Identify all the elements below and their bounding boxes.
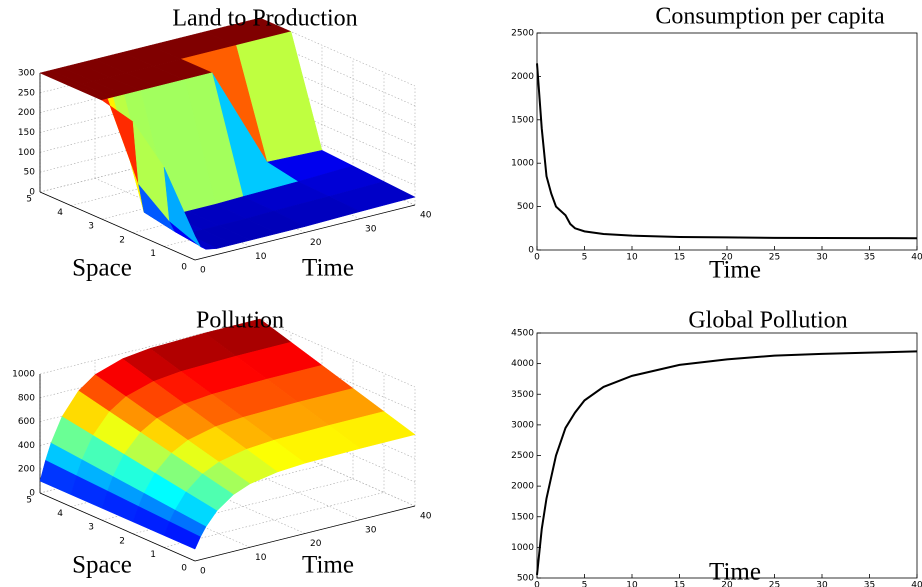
- y-tick-label: 30: [365, 525, 377, 535]
- x-tick-label: 5: [582, 253, 588, 263]
- z-tick-label: 200: [18, 108, 35, 118]
- y-tick-label: 0: [528, 246, 534, 256]
- y-tick-label: 3500: [511, 390, 534, 400]
- x-tick-label: 3: [88, 523, 94, 533]
- x-tick-label: 25: [769, 253, 780, 263]
- z-tick-label: 800: [18, 393, 35, 403]
- y-tick-label: 1000: [511, 159, 534, 169]
- axis-line: [39, 492, 196, 562]
- surface-patch: [163, 166, 201, 247]
- x-axis-label: Time: [709, 559, 761, 586]
- z-tick-label: 300: [18, 69, 35, 79]
- z-tick-label: 0: [29, 489, 35, 499]
- x-tick-label: 10: [626, 581, 638, 587]
- x-tick-label: 4: [57, 509, 63, 519]
- plot-frame: [536, 32, 918, 251]
- axis-line: [194, 204, 416, 261]
- z-tick-label: 1000: [12, 370, 35, 380]
- z-tick-label: 50: [24, 168, 36, 178]
- z-tick-label: 250: [18, 88, 35, 98]
- y-tick-label: 2500: [511, 29, 534, 39]
- grid-line: [39, 318, 261, 375]
- x-tick-label: 0: [534, 253, 540, 263]
- data-line: [536, 63, 918, 240]
- surface-patch: [163, 521, 201, 550]
- x-tick-label: 5: [582, 581, 588, 587]
- y-tick-label: 2000: [511, 72, 534, 82]
- x-tick-label: 20: [721, 581, 733, 587]
- y-axis-label: Time: [302, 552, 354, 579]
- chart-title: Consumption per capita: [655, 4, 885, 30]
- x-tick-label: 5: [26, 195, 32, 205]
- y-tick-label: 10: [255, 252, 267, 262]
- z-tick-label: 400: [18, 441, 35, 451]
- x-tick-label: 30: [816, 581, 828, 587]
- y-tick-label: 4000: [511, 359, 534, 369]
- x-tick-label: 40: [911, 253, 922, 263]
- y-tick-label: 20: [310, 238, 322, 248]
- x-tick-label: 15: [674, 581, 685, 587]
- y-tick-label: 0: [200, 567, 206, 577]
- x-tick-label: 2: [119, 536, 125, 546]
- x-tick-label: 10: [626, 253, 638, 263]
- x-tick-label: 35: [864, 253, 875, 263]
- x-tick-label: 4: [57, 208, 63, 218]
- x-tick-label: 25: [769, 581, 780, 587]
- y-tick-label: 0: [200, 266, 206, 276]
- x-axis-label: Time: [709, 257, 761, 284]
- chart-title: Pollution: [196, 308, 284, 334]
- y-tick-label: 2500: [511, 451, 534, 461]
- z-tick-label: 200: [18, 465, 35, 475]
- grid-line: [163, 492, 385, 548]
- x-tick-label: 0: [181, 263, 187, 273]
- x-tick-label: 1: [150, 550, 156, 560]
- x-tick-label: 30: [816, 253, 828, 263]
- y-tick-label: 30: [365, 224, 377, 234]
- y-tick-label: 1500: [511, 115, 534, 125]
- y-tick-label: 40: [420, 512, 432, 522]
- x-tick-label: 0: [534, 581, 540, 587]
- data-line: [536, 350, 918, 576]
- y-tick-label: 500: [517, 202, 534, 212]
- y-tick-label: 40: [420, 211, 432, 221]
- y-tick-label: 3000: [511, 420, 534, 430]
- y-tick-label: 500: [517, 574, 534, 584]
- chart-title: Land to Production: [172, 6, 357, 32]
- axis-line: [39, 191, 196, 261]
- x-tick-label: 5: [26, 496, 32, 506]
- grid-line: [259, 318, 416, 388]
- x-axis-label: Space: [72, 255, 132, 282]
- z-tick-label: 0: [29, 188, 35, 198]
- y-tick-label: 20: [310, 539, 322, 549]
- plot-frame: [536, 332, 918, 579]
- chart-title: Global Pollution: [688, 308, 847, 334]
- x-tick-label: 20: [721, 253, 733, 263]
- axis-line: [194, 505, 416, 562]
- x-tick-label: 2: [119, 235, 125, 245]
- y-tick-label: 2000: [511, 482, 534, 492]
- y-tick-label: 10: [255, 553, 267, 563]
- x-tick-label: 15: [674, 253, 685, 263]
- y-tick-label: 1500: [511, 512, 534, 522]
- z-tick-label: 150: [18, 128, 35, 138]
- x-tick-label: 35: [864, 581, 875, 587]
- y-tick-label: 1000: [511, 543, 534, 553]
- y-axis-label: Time: [302, 255, 354, 282]
- x-axis-label: Space: [72, 552, 132, 579]
- x-tick-label: 3: [88, 222, 94, 232]
- y-tick-label: 4500: [511, 329, 534, 339]
- z-tick-label: 100: [18, 148, 35, 158]
- z-tick-label: 600: [18, 417, 35, 427]
- x-tick-label: 0: [181, 564, 187, 574]
- x-tick-label: 40: [911, 581, 922, 587]
- x-tick-label: 1: [150, 249, 156, 259]
